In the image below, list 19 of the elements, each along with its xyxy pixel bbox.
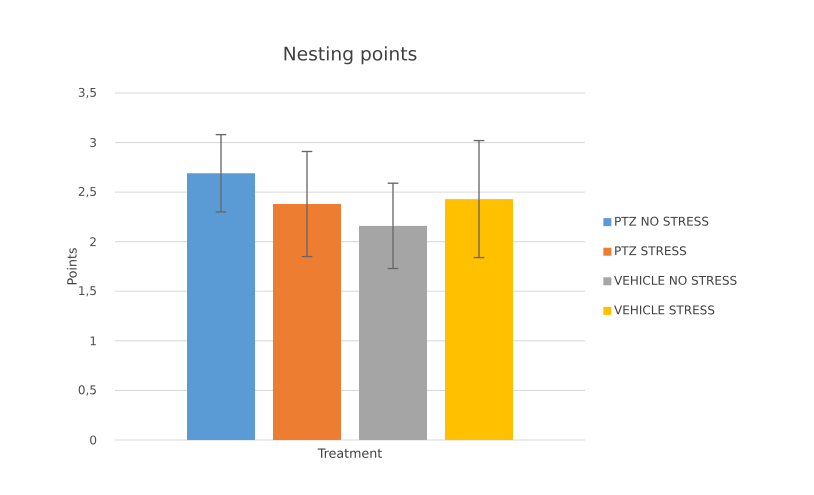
y-axis-title: Points	[66, 248, 77, 284]
y-tick-label: 2	[90, 237, 96, 246]
legend-label: PTZ STRESS	[615, 246, 686, 256]
bar	[187, 173, 256, 440]
legend-label: VEHICLE STRESS	[614, 305, 714, 314]
y-tick-label: 3,5	[78, 88, 96, 98]
y-tick-label: 1,5	[79, 286, 96, 296]
chart-title: Nesting points	[284, 46, 416, 64]
y-tick-label: 0,5	[78, 385, 96, 396]
bar	[445, 199, 513, 440]
y-tick-label: 3	[90, 138, 96, 148]
x-axis-title: Treatment	[318, 448, 382, 458]
legend-label: PTZ NO STRESS	[615, 216, 708, 226]
bar	[359, 226, 427, 440]
y-tick-label: 1	[90, 336, 96, 346]
y-tick-label: 0	[90, 435, 96, 445]
y-tick-label: 2,5	[78, 186, 96, 198]
bar	[273, 204, 341, 440]
legend-label: VEHICLE NO STRESS	[614, 276, 736, 285]
